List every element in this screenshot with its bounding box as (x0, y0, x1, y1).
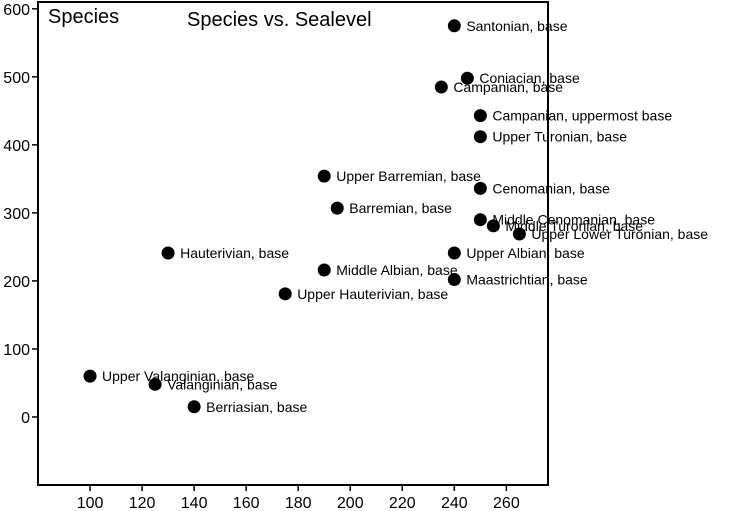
y-tick-label: 0 (21, 410, 30, 427)
data-point (486, 219, 500, 233)
point-label: Middle Cenomanian, base (492, 212, 655, 228)
y-tick-label: 500 (3, 70, 30, 87)
point-label: Upper Turonian, base (492, 129, 627, 145)
data-point (330, 201, 344, 215)
data-point (317, 263, 331, 277)
x-tick-label: 240 (441, 495, 468, 511)
data-point (473, 213, 487, 227)
y-tick-label: 600 (3, 2, 30, 19)
point-label: Upper Albian, base (466, 245, 585, 261)
x-tick-label: 100 (77, 495, 104, 511)
data-point (161, 246, 175, 260)
chart-title: Species vs. Sealevel (187, 9, 372, 31)
data-point (473, 109, 487, 123)
point-label: Hauterivian, base (180, 245, 289, 261)
data-point (278, 287, 292, 301)
data-point (83, 369, 97, 383)
y-tick-label: 300 (3, 206, 30, 223)
point-label: Berriasian, base (206, 399, 307, 415)
data-point (187, 400, 201, 414)
point-label: Upper Barremian, base (336, 168, 481, 184)
point-label: Cenomanian, base (492, 180, 610, 196)
x-tick-label: 260 (493, 495, 520, 511)
point-label: Upper Valanginian, base (102, 368, 255, 384)
point-label: Maastrichtian, base (466, 272, 588, 288)
data-point (473, 130, 487, 144)
x-tick-label: 140 (181, 495, 208, 511)
data-point (434, 80, 448, 94)
point-label: Campanian, uppermost base (492, 108, 672, 124)
y-axis-label: Species (48, 6, 119, 28)
point-label: Upper Lower Turonian, base (531, 226, 708, 242)
data-point (447, 273, 461, 287)
data-point (460, 71, 474, 85)
point-label: Middle Albian, base (336, 262, 458, 278)
y-tick-label: 100 (3, 342, 30, 359)
data-point (148, 377, 162, 391)
data-point (317, 169, 331, 183)
plot-frame (37, 1, 549, 486)
data-point (447, 19, 461, 33)
x-tick-label: 200 (337, 495, 364, 511)
y-tick-label: 200 (3, 274, 30, 291)
axis-ticks: 100 120 140 160 180 200 220 240 260 0 100 200 300 400… (3, 2, 520, 511)
x-tick-label: 220 (389, 495, 416, 511)
y-tick-label: 400 (3, 138, 30, 155)
x-tick-label: 180 (285, 495, 312, 511)
point-label: Campanian, base (453, 79, 563, 95)
data-point (447, 246, 461, 260)
point-label: Valanginian, base (167, 376, 277, 392)
data-point (473, 181, 487, 195)
point-label: Coniacian, base (479, 70, 580, 86)
point-label: Barremian, base (349, 200, 452, 216)
data-point (512, 227, 526, 241)
point-label: Middle Turonian, base (505, 218, 643, 234)
x-tick-label: 160 (233, 495, 260, 511)
x-tick-label: 120 (129, 495, 156, 511)
point-label: Santonian, base (466, 18, 567, 34)
point-label: Upper Hauterivian, base (297, 286, 448, 302)
